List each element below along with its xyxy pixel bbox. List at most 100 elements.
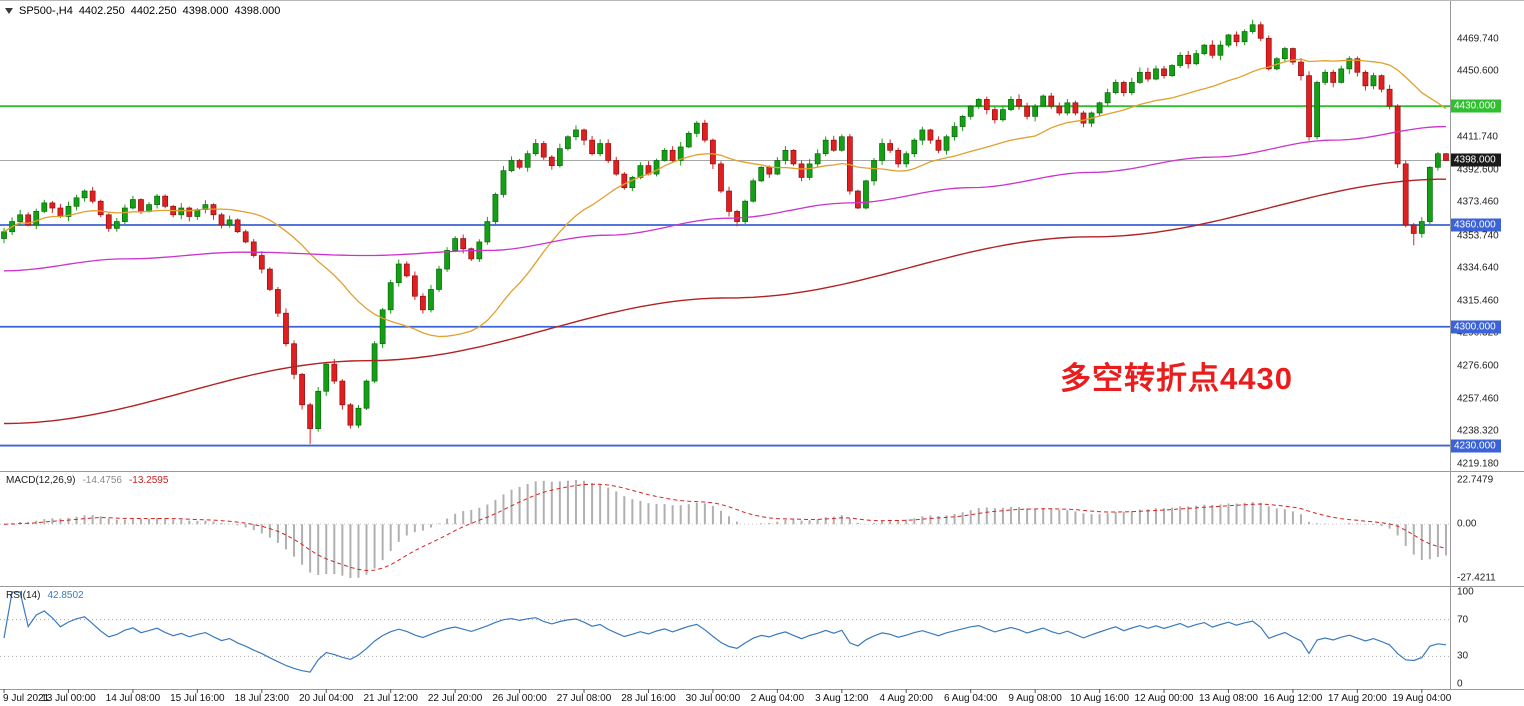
candle-body <box>1225 34 1232 46</box>
candle-body <box>492 194 499 222</box>
price-tick-label: 4257.460 <box>1457 393 1499 405</box>
candle-body <box>1217 44 1224 56</box>
candle-body <box>371 343 378 382</box>
macd-axis-max: 22.7479 <box>1457 474 1494 486</box>
candle-body <box>1314 82 1320 138</box>
candle-body <box>1265 37 1272 70</box>
candle-body <box>991 109 998 121</box>
candle-body <box>226 219 233 226</box>
candle-body <box>903 153 910 165</box>
candle-body <box>863 180 869 209</box>
candle-body <box>387 282 394 311</box>
candle-body <box>935 139 942 151</box>
candle-body <box>653 160 660 175</box>
macd-signal-line <box>3 483 1447 572</box>
candle-body <box>275 289 281 314</box>
candle-body <box>983 99 990 110</box>
candle-body <box>113 221 120 229</box>
candle-body <box>1193 53 1200 65</box>
candle-body <box>138 199 144 212</box>
candle-body <box>959 116 966 127</box>
candle-body <box>1056 105 1063 114</box>
candle-body <box>162 195 169 207</box>
candle-body <box>1233 34 1240 43</box>
candle-body <box>1338 68 1345 83</box>
time-axis-label: 22 Jul 20:00 <box>427 693 483 704</box>
candle-body <box>1153 68 1159 80</box>
time-axis-label: 10 Aug 16:00 <box>1070 693 1130 704</box>
time-axis-label: 28 Jul 16:00 <box>621 693 676 704</box>
candle-body <box>701 122 708 141</box>
candle-body <box>355 407 362 426</box>
candle-body <box>1024 105 1030 117</box>
candle-body <box>838 136 845 151</box>
candle-body <box>1241 31 1248 43</box>
candle-body <box>1402 163 1409 226</box>
price-tick-label: 4392.600 <box>1457 164 1499 176</box>
time-axis-label: 12 Aug 00:00 <box>1134 693 1194 704</box>
candle-body <box>1346 58 1353 70</box>
candle-body <box>830 139 837 151</box>
price-level-badge: 4430.000 <box>1451 99 1501 113</box>
rsi-name: RSI(14) <box>6 590 41 601</box>
candle-body <box>766 166 773 175</box>
candle-body <box>573 129 579 138</box>
time-axis-label: 4 Aug 20:00 <box>879 693 933 704</box>
rsi-axis-label: 0 <box>1457 678 1463 690</box>
candle-body <box>1145 71 1151 80</box>
candle-body <box>1354 58 1361 73</box>
candle-body <box>919 129 926 141</box>
candle-body <box>1185 54 1192 65</box>
candle-body <box>460 238 467 250</box>
candle-body <box>1249 24 1256 32</box>
candle-body <box>814 153 821 165</box>
chart-title-bar: SP500-,H4 4402.250 4402.250 4398.000 439… <box>5 5 280 17</box>
candle-body <box>121 207 128 222</box>
ma-mid-line <box>3 125 1447 272</box>
time-axis-label: 3 Aug 12:00 <box>815 693 869 704</box>
candle-body <box>895 149 902 165</box>
candle-body <box>1201 44 1208 54</box>
candle-body <box>411 275 418 297</box>
ma-slow-line <box>3 178 1446 425</box>
candle-body <box>1128 82 1135 93</box>
time-axis-label: 21 Jul 12:00 <box>363 693 418 704</box>
candle-body <box>516 160 523 168</box>
candle-body <box>89 190 96 202</box>
time-axis-label: 6 Aug 04:00 <box>943 693 998 704</box>
candle-body <box>1418 221 1425 234</box>
price-level-badge: 4230.000 <box>1451 439 1501 453</box>
candle-body <box>428 289 434 311</box>
candle-body <box>395 263 402 284</box>
time-axis-label: 9 Aug 08:00 <box>1008 693 1062 704</box>
time-axis-label: 13 Aug 08:00 <box>1198 693 1258 704</box>
candle-body <box>1209 44 1216 56</box>
candle-body <box>589 139 595 155</box>
candle-body <box>33 211 40 226</box>
candle-body <box>242 231 249 243</box>
candle-body <box>1169 65 1175 77</box>
candle-body <box>146 204 152 212</box>
candle-body <box>1177 54 1184 66</box>
candle-body <box>508 160 515 172</box>
macd-axis-zero: 0.00 <box>1457 518 1477 530</box>
candle-body <box>258 255 265 270</box>
candle-body <box>178 207 185 216</box>
candle-body <box>806 163 813 178</box>
candle-body <box>1016 99 1022 107</box>
candle-body <box>758 166 765 182</box>
symbol-period-label: SP500-,H4 <box>19 5 73 17</box>
rsi-axis-label: 70 <box>1457 614 1469 626</box>
candle-body <box>444 250 450 270</box>
candle-body <box>1330 71 1337 83</box>
candle-body <box>1 231 7 239</box>
rsi-layer <box>0 591 1450 673</box>
chart-text-annotation: 多空转折点4430 <box>1060 361 1293 396</box>
candle-body <box>927 129 934 141</box>
price-tick-label: 4334.640 <box>1457 262 1499 274</box>
candle-body <box>1362 71 1369 87</box>
chevron-down-icon[interactable] <box>5 8 13 14</box>
